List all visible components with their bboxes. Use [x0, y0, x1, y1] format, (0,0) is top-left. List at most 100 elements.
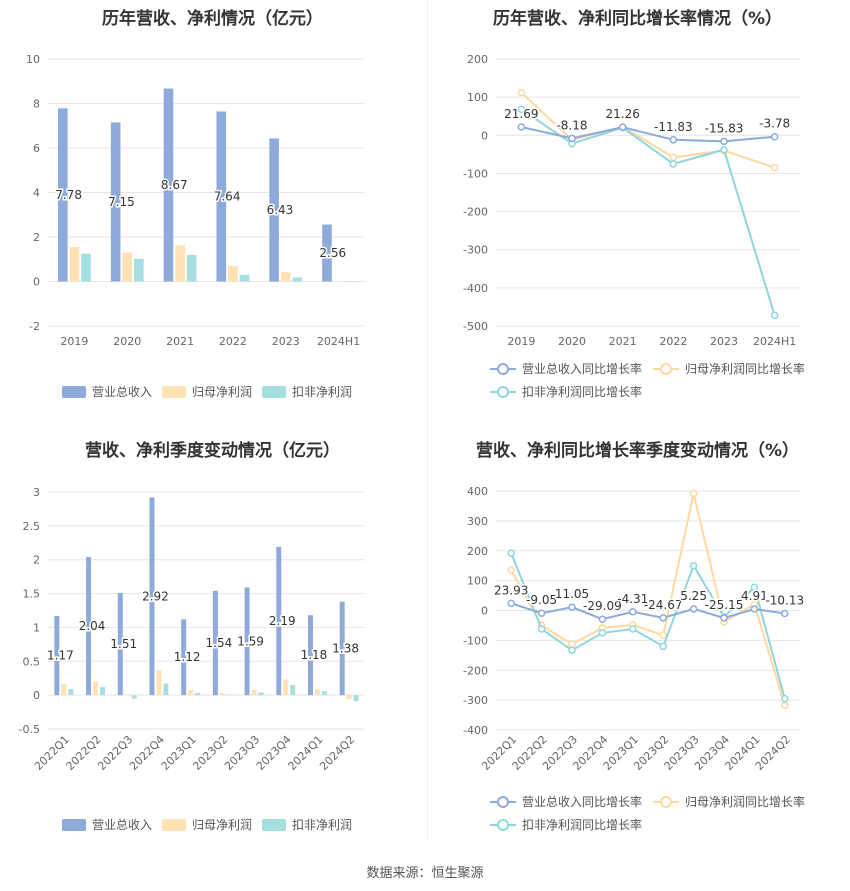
bar-归母净利润 — [156, 670, 162, 696]
legend-revenue[interactable]: 营业总收入 — [62, 816, 152, 833]
legend-net-profit[interactable]: 归母净利润 — [162, 383, 252, 400]
bar-value-label: 1.54 — [206, 636, 233, 650]
point-value-label: -29.09 — [583, 599, 622, 613]
legend-net-profit-growth[interactable]: 归母净利润同比增长率 — [653, 360, 805, 377]
y-tick-label: 2 — [33, 554, 40, 567]
point-营业总收入同比增长率 — [618, 123, 627, 131]
point-扣非净利润同比增长率 — [750, 583, 759, 591]
legend-deducted-profit-growth[interactable]: 扣非净利润同比增长率 — [490, 383, 642, 400]
bar-归母净利润 — [283, 679, 289, 696]
legend-revenue-growth[interactable]: 营业总收入同比增长率 — [490, 360, 642, 377]
bar-归母净利润 — [69, 247, 80, 282]
bar-value-label: 2.19 — [269, 614, 296, 628]
point-营业总收入同比增长率 — [598, 615, 607, 623]
annual-growth-panel: 历年营收、净利同比增长率情况（%） -500 -400 -300 -200 -100 0 1… — [425, 0, 850, 430]
point-营业总收入同比增长率 — [568, 134, 576, 143]
point-value-label: 4.91 — [741, 589, 768, 603]
bar-扣非净利润 — [100, 687, 106, 696]
bar-扣非净利润 — [239, 274, 250, 282]
bar-value-label: 1.51 — [110, 637, 137, 651]
legend-net-profit-growth[interactable]: 归母净利润同比增长率 — [653, 793, 805, 810]
y-tick-label: -400 — [463, 282, 488, 295]
chart-title: 营收、净利季度变动情况（亿元） — [85, 441, 340, 461]
bar-扣非净利润 — [226, 694, 232, 696]
annual-revenue-profit-panel: 历年营收、净利情况（亿元） -2 0 2 4 6 8 10 2019 2020 2021 2022 2… — [0, 0, 425, 430]
legend-deducted-profit[interactable]: 扣非净利润 — [262, 383, 352, 400]
point-营业总收入同比增长率 — [750, 605, 759, 613]
legend-revenue[interactable]: 营业总收入 — [62, 383, 152, 400]
line-扣非净利润同比增长率 — [520, 108, 776, 316]
point-扣非净利润同比增长率 — [689, 561, 698, 570]
y-tick-label: 6 — [33, 142, 40, 155]
point-营业总收入同比增长率 — [720, 614, 728, 622]
y-tick-label: -200 — [463, 664, 488, 677]
x-tick-label: 2024Q2 — [317, 733, 357, 773]
line-营业总收入同比增长率 — [521, 126, 775, 143]
y-tick-label: 1 — [33, 621, 40, 634]
point-value-label: -3.78 — [759, 117, 790, 131]
bar-value-label: 2.56 — [319, 246, 346, 260]
bar-归母净利润 — [280, 272, 291, 282]
point-营业总收入同比增长率 — [770, 132, 779, 141]
point-value-label: -15.83 — [705, 121, 744, 135]
point-value-label: -10.13 — [765, 594, 804, 608]
point-营业总收入同比增长率 — [781, 609, 789, 618]
y-tick-label: 200 — [467, 53, 488, 66]
point-营业总收入同比增长率 — [517, 123, 526, 131]
x-tick-label: 2022 — [219, 335, 247, 348]
y-tick-label: 2.5 — [23, 520, 41, 533]
y-tick-label: -100 — [463, 167, 488, 180]
bar-营业总收入 — [212, 590, 218, 696]
bar-扣非净利润 — [68, 689, 74, 696]
x-tick-label: 2023 — [272, 335, 300, 348]
bar-营业总收入 — [307, 615, 313, 696]
legend-deducted-profit-growth[interactable]: 扣非净利润同比增长率 — [490, 816, 642, 833]
bar-扣非净利润 — [131, 695, 137, 699]
y-tick-label: -2 — [29, 320, 40, 333]
y-tick-label: 3 — [33, 486, 40, 499]
bar-value-label: 2.92 — [142, 589, 169, 603]
legend-deducted-profit[interactable]: 扣非净利润 — [262, 816, 352, 833]
y-tick-label: 100 — [467, 575, 488, 588]
bar-归母净利润 — [188, 689, 194, 696]
point-营业总收入同比增长率 — [629, 608, 637, 616]
point-归母净利润同比增长率 — [689, 489, 698, 498]
chart-title: 历年营收、净利情况（亿元） — [102, 9, 323, 29]
point-扣非净利润同比增长率 — [517, 105, 526, 114]
point-value-label: -24.67 — [644, 598, 683, 612]
bar-营业总收入 — [57, 108, 68, 282]
bar-归母净利润 — [219, 693, 225, 696]
bar-营业总收入 — [322, 224, 332, 282]
point-value-label: -8.18 — [556, 118, 587, 132]
x-tick-label: 2020 — [558, 335, 586, 348]
bar-扣非净利润 — [195, 693, 201, 696]
point-扣非净利润同比增长率 — [537, 625, 546, 633]
point-归母净利润同比增长率 — [507, 566, 515, 574]
quarterly-revenue-profit-chart: -0.500.511.522.532022Q12022Q22022Q32022Q… — [19, 486, 365, 773]
chart-title: 历年营收、净利同比增长率情况（%） — [492, 9, 783, 29]
point-归母净利润同比增长率 — [770, 163, 779, 172]
legend-net-profit[interactable]: 归母净利润 — [162, 816, 252, 833]
point-value-label: -25.15 — [705, 598, 744, 612]
bar-value-label: 1.59 — [237, 634, 264, 648]
bar-扣非净利润 — [292, 277, 303, 282]
y-tick-label: -300 — [463, 244, 488, 257]
y-tick-label: 300 — [467, 515, 488, 528]
bar-归母净利润 — [346, 695, 352, 700]
bar-营业总收入 — [244, 587, 250, 696]
point-value-label: 5.25 — [680, 589, 707, 603]
point-归母净利润同比增长率 — [781, 701, 789, 709]
legend-revenue-growth[interactable]: 营业总收入同比增长率 — [490, 793, 642, 810]
panel-divider — [427, 0, 428, 840]
x-tick-label: 2024H1 — [317, 335, 360, 348]
x-tick-label: 2019 — [507, 335, 535, 348]
point-value-label: 21.69 — [504, 107, 538, 121]
bar-扣非净利润 — [345, 281, 356, 282]
y-tick-label: 10 — [26, 53, 40, 66]
bar-归母净利润 — [333, 281, 344, 282]
bar-营业总收入 — [86, 557, 92, 696]
chart-title: 营收、净利同比增长率季度变动情况（%） — [475, 441, 800, 461]
line-营业总收入同比增长率 — [510, 602, 785, 621]
point-营业总收入同比增长率 — [507, 599, 515, 608]
bar-扣非净利润 — [134, 258, 144, 282]
